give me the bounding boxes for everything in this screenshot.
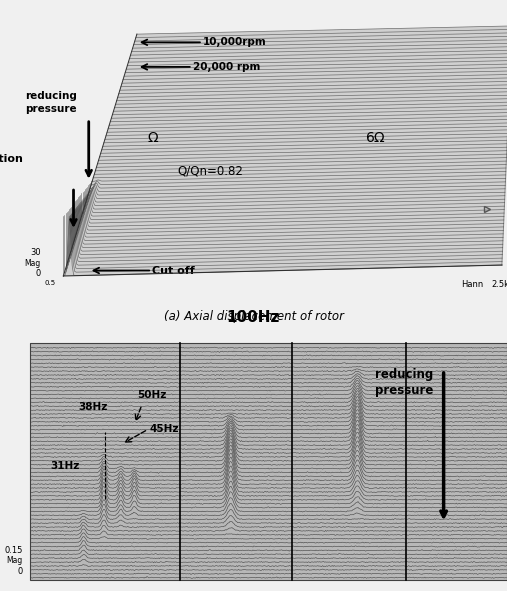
Text: 0: 0 bbox=[35, 269, 41, 278]
Text: reducing
pressure: reducing pressure bbox=[25, 91, 77, 114]
Text: Cavitation
surge: Cavitation surge bbox=[0, 154, 23, 177]
Text: 0.5: 0.5 bbox=[44, 280, 55, 286]
Polygon shape bbox=[63, 26, 507, 276]
Text: Cut off: Cut off bbox=[152, 265, 195, 275]
Text: $6\Omega$: $6\Omega$ bbox=[365, 131, 386, 145]
Text: Q/Qn=0.82: Q/Qn=0.82 bbox=[177, 164, 243, 177]
Text: 0.15: 0.15 bbox=[5, 546, 23, 555]
Text: 38Hz: 38Hz bbox=[79, 402, 108, 412]
Text: Hann: Hann bbox=[461, 280, 484, 289]
Text: $\Omega$: $\Omega$ bbox=[147, 131, 159, 145]
Text: (a) Axial displacement of rotor: (a) Axial displacement of rotor bbox=[163, 310, 344, 323]
Text: 20,000 rpm: 20,000 rpm bbox=[193, 62, 260, 72]
Text: 0: 0 bbox=[18, 567, 23, 576]
Text: 2.5kHz: 2.5kHz bbox=[492, 280, 507, 289]
Text: reducing
pressure: reducing pressure bbox=[375, 368, 433, 397]
Text: 100Hz: 100Hz bbox=[227, 310, 280, 326]
Text: 50Hz: 50Hz bbox=[137, 389, 166, 400]
Text: 10,000rpm: 10,000rpm bbox=[203, 37, 267, 47]
Text: 31Hz: 31Hz bbox=[51, 462, 80, 472]
Text: 45Hz: 45Hz bbox=[150, 424, 179, 434]
Text: Mag: Mag bbox=[24, 259, 41, 268]
Text: Mag: Mag bbox=[7, 556, 23, 565]
Text: 30: 30 bbox=[30, 248, 41, 257]
